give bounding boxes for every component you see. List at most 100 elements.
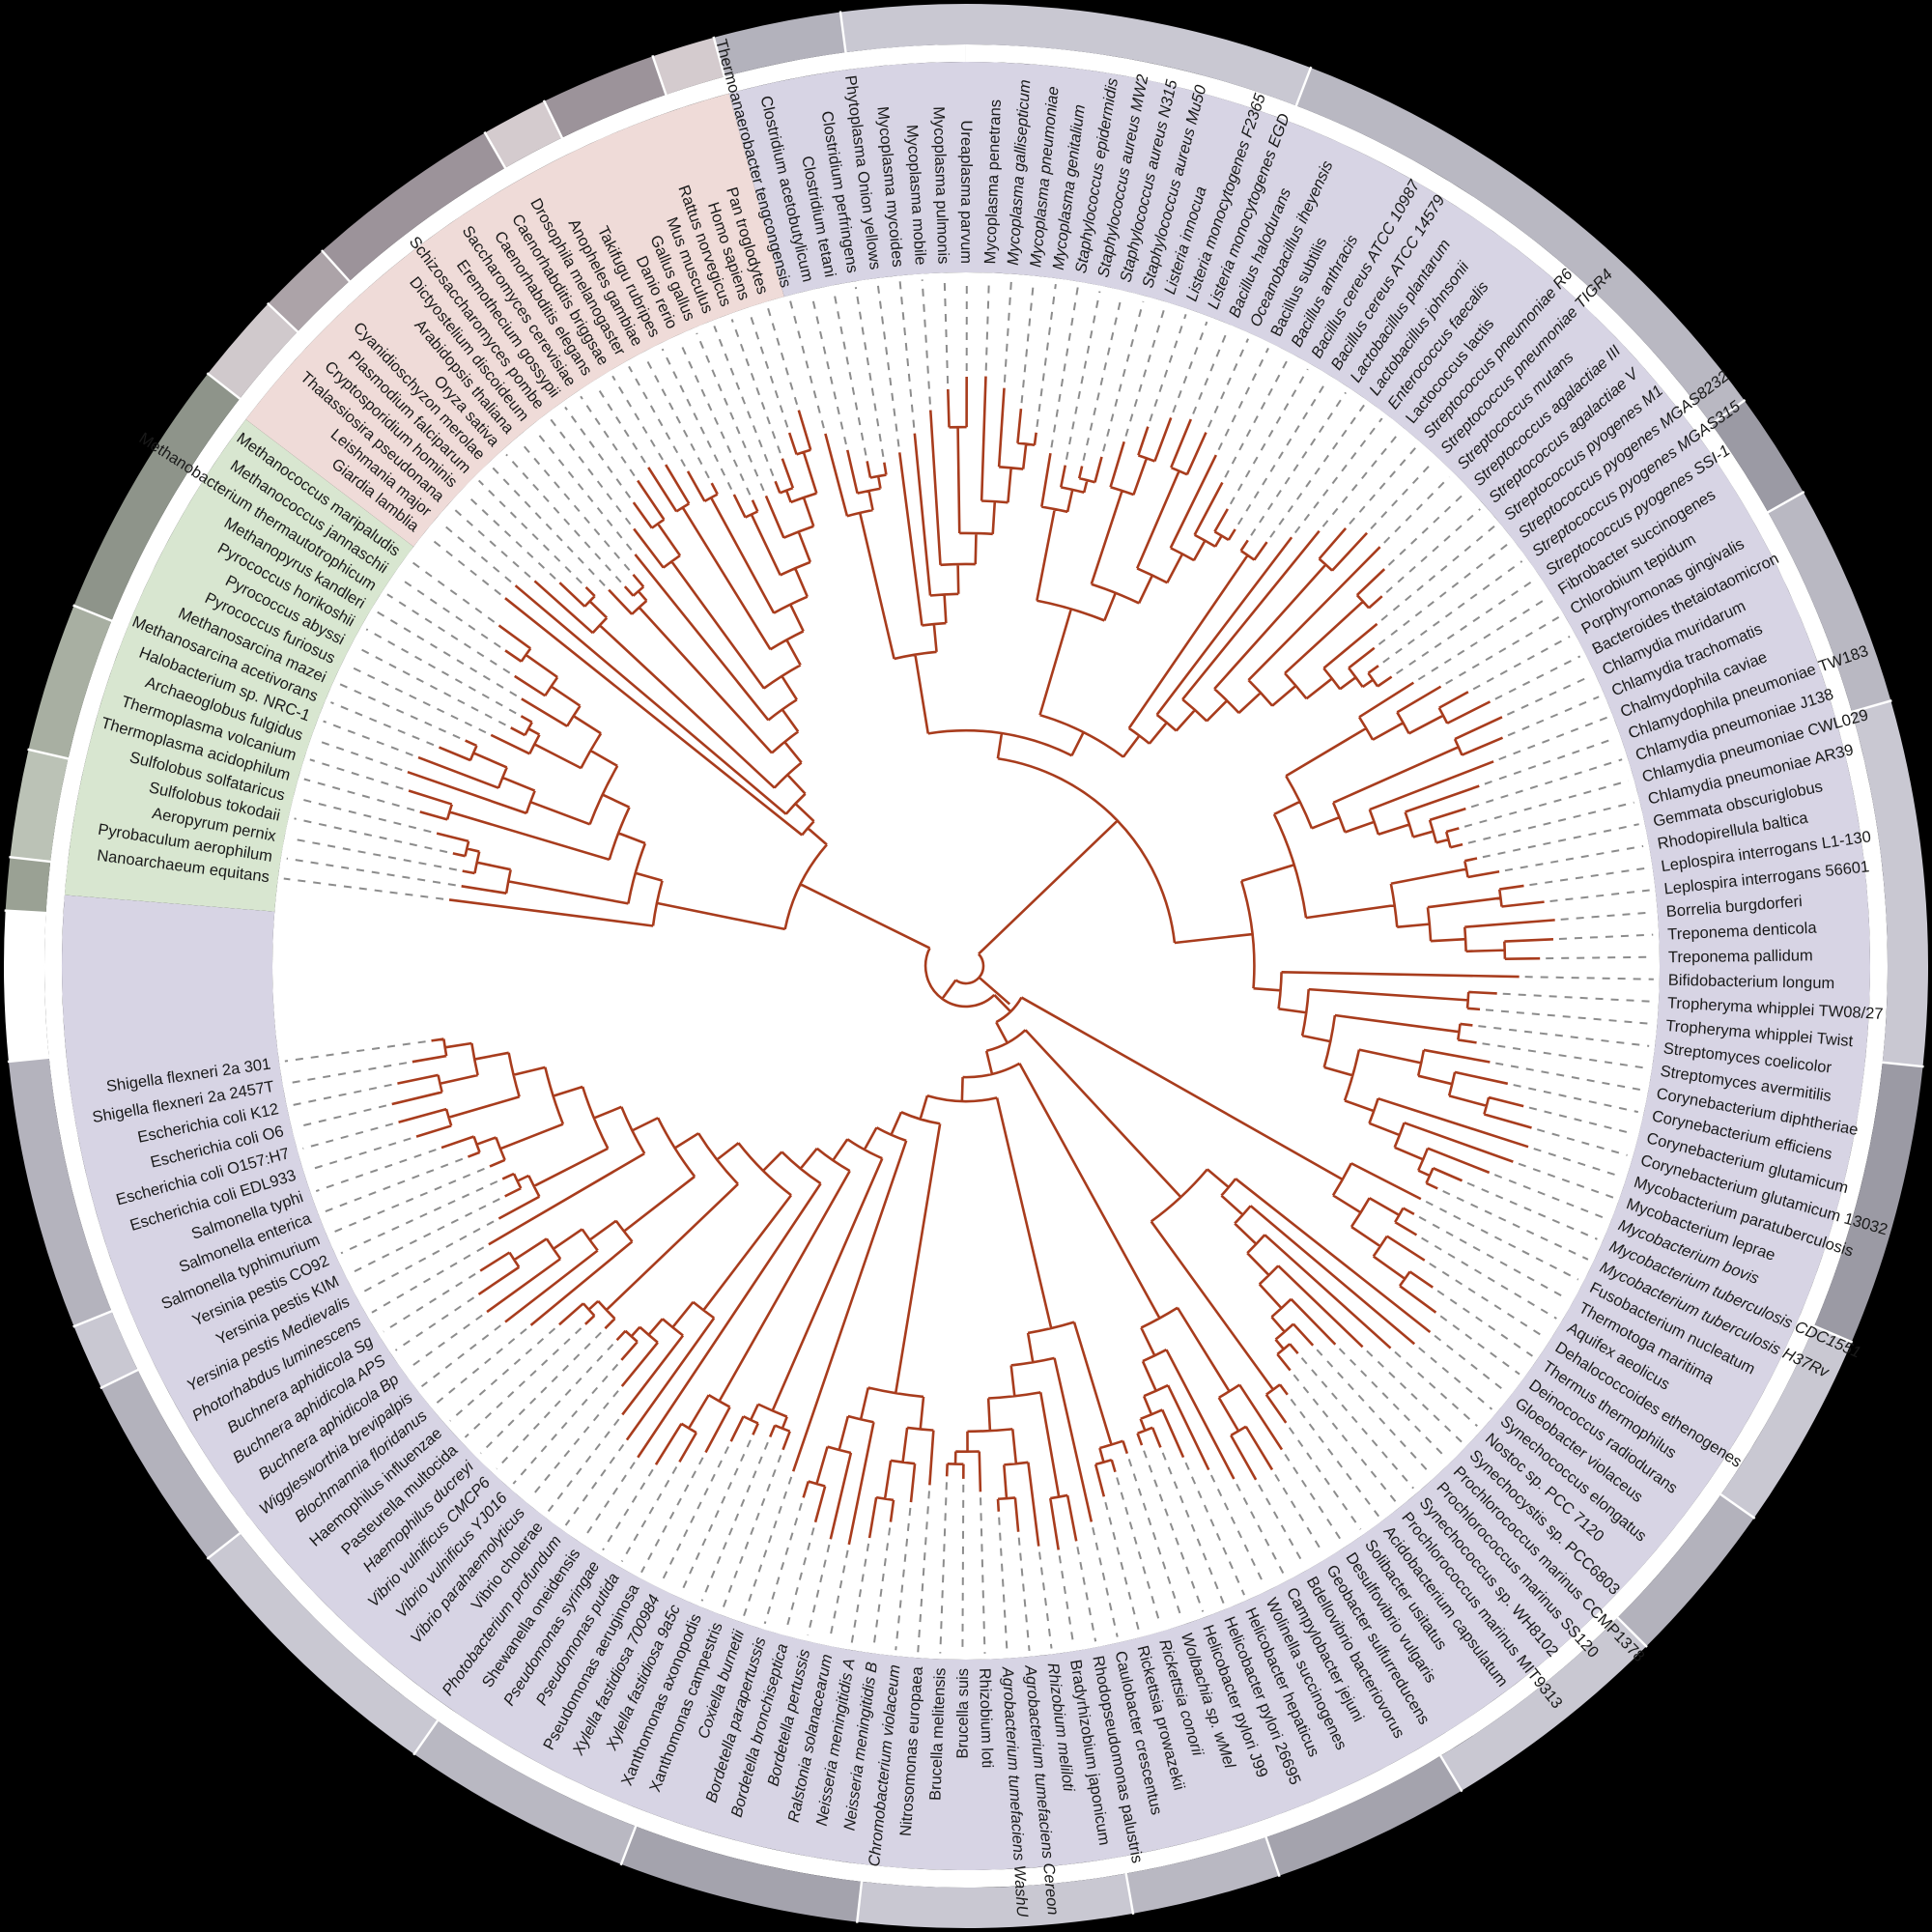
leaf-connector <box>1321 431 1401 527</box>
ring-segment <box>1440 1617 1647 1791</box>
leaf-connector <box>1472 636 1571 691</box>
leaf-connector <box>1394 1350 1478 1427</box>
leaf-connector <box>833 291 867 456</box>
leaf-connector <box>360 1220 495 1294</box>
ring-segment <box>73 1311 138 1388</box>
ring-segment <box>1295 68 1745 425</box>
leaf-connector <box>939 1482 948 1654</box>
ring-divider <box>206 1531 242 1560</box>
leaf-connector <box>1513 1084 1638 1114</box>
leaf-connector <box>1502 992 1654 1003</box>
leaf-connector <box>1495 1062 1643 1092</box>
leaf-connector <box>512 1363 619 1485</box>
leaf-connector <box>1236 1483 1286 1577</box>
leaf-connector <box>1518 1162 1614 1199</box>
leaf-connector <box>435 1327 527 1406</box>
leaf-connector <box>998 1517 1009 1653</box>
ring-divider <box>1880 1061 1924 1068</box>
ring-divider <box>619 1824 638 1866</box>
leaf-connector <box>365 628 517 715</box>
ring-segment <box>1814 1062 1923 1343</box>
ring-divider <box>4 909 48 915</box>
leaf-connector <box>1524 976 1654 980</box>
leaf-connector <box>347 664 487 734</box>
leaf-connector <box>1498 716 1608 761</box>
leaf-connector <box>1149 314 1187 422</box>
leaf-connector <box>1209 1474 1265 1586</box>
leaf-connector <box>850 1543 870 1645</box>
leaf-connector <box>1143 1450 1205 1612</box>
leaf-connector <box>1288 1427 1362 1530</box>
leaf-connector <box>292 1083 392 1107</box>
leaf-connector <box>1116 1477 1162 1627</box>
leaf-connector <box>1467 801 1634 844</box>
leaf-connector <box>1349 445 1418 525</box>
leaf-connector <box>1529 867 1647 887</box>
leaf-connector <box>290 837 457 871</box>
ring-segment <box>713 12 846 77</box>
leaf-connector <box>1378 542 1510 645</box>
leaf-connector <box>611 375 664 461</box>
leaf-connector <box>1485 1009 1652 1025</box>
leaf-connector <box>1439 1315 1520 1376</box>
leaf-connector <box>1102 300 1145 452</box>
sector-archaea <box>64 419 414 912</box>
ring-segment <box>268 250 350 332</box>
leaf-connector <box>1217 348 1269 451</box>
ring-divider <box>1811 1323 1854 1344</box>
leaf-connector <box>1017 1537 1031 1652</box>
leaf-connector <box>1385 508 1481 593</box>
leaf-connector <box>789 300 825 429</box>
leaf-connector <box>854 287 885 457</box>
leaf-connector <box>309 758 404 790</box>
ring-divider <box>712 36 726 79</box>
leaf-connector <box>680 1439 752 1593</box>
leaf-connector <box>1269 404 1365 538</box>
leaf-connector <box>371 1246 485 1314</box>
ring-segment <box>28 605 112 759</box>
ring-segment <box>621 1826 862 1922</box>
tree-area-disc <box>272 272 1660 1660</box>
ring-divider <box>1765 491 1805 515</box>
leaf-connector <box>302 1122 394 1150</box>
leaf-connector <box>1528 1106 1634 1135</box>
ring-segment <box>100 1370 241 1559</box>
leaf-connector <box>1549 889 1650 902</box>
leaf-connector <box>1418 1347 1493 1410</box>
leaf-connector <box>1050 287 1079 448</box>
ring-segment <box>208 303 298 399</box>
leaf-connector <box>1558 933 1654 941</box>
leaf-connector <box>1482 1042 1647 1069</box>
leaf-connector <box>564 1443 625 1526</box>
leaf-connector <box>1418 1215 1569 1300</box>
leaf-connector <box>350 1198 500 1275</box>
ring-divider <box>1264 1834 1281 1878</box>
ring-divider <box>1849 699 1892 714</box>
leaf-connector <box>1493 1174 1606 1220</box>
ring-divider <box>320 249 352 284</box>
leaf-connector <box>1293 1374 1398 1504</box>
leaf-connector <box>1442 1190 1589 1261</box>
leaf-connector <box>749 312 789 428</box>
ring-segment <box>1852 700 1928 1067</box>
ring-divider <box>99 1368 140 1390</box>
leaf-connector <box>1366 1350 1463 1443</box>
leaf-connector <box>1316 1349 1432 1475</box>
leaf-connector <box>1484 737 1616 785</box>
ring-divider <box>27 748 71 761</box>
leaf-connector <box>810 295 847 445</box>
leaf-connector <box>394 1296 475 1351</box>
sector-eukaryota <box>245 93 784 547</box>
leaf-connector <box>1445 615 1560 685</box>
leaf-connector <box>410 559 496 623</box>
leaf-connector <box>315 1149 437 1192</box>
leaf-connector <box>330 701 435 747</box>
leaf-connector <box>547 1418 620 1513</box>
leaf-connector <box>397 576 501 648</box>
leaf-connector <box>766 306 799 406</box>
ring-divider <box>266 301 300 334</box>
leaf-connector <box>288 1062 408 1085</box>
ring-segment <box>413 1720 637 1864</box>
